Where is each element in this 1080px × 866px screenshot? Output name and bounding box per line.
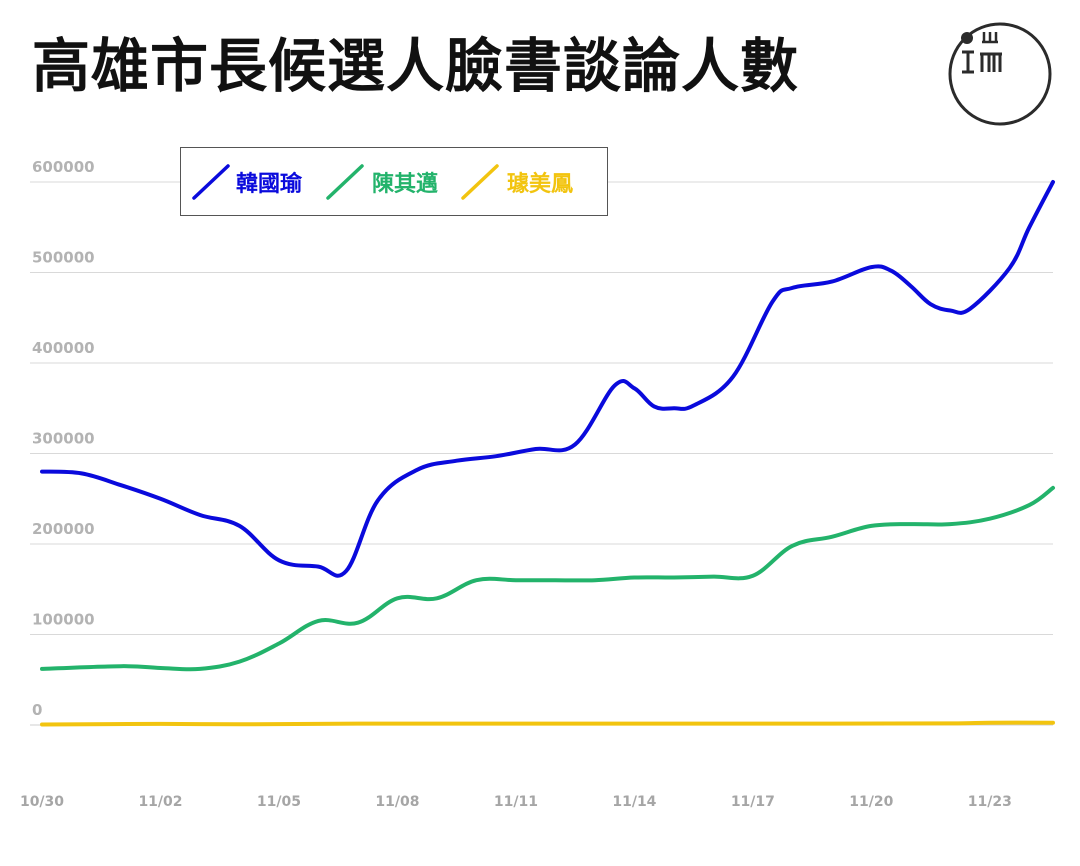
logo-icon bbox=[948, 22, 1052, 126]
grid-lines bbox=[30, 181, 1053, 726]
series-lines bbox=[40, 180, 1055, 727]
legend-swatch-2 bbox=[461, 164, 499, 200]
x-tick-label-11-05: 11/05 bbox=[257, 794, 301, 810]
series-line-2 bbox=[40, 720, 1055, 727]
legend-box bbox=[180, 147, 608, 216]
x-tick-label-11-23: 11/23 bbox=[968, 794, 1012, 810]
x-tick-label-11-20: 11/20 bbox=[849, 794, 893, 810]
chart-title: 高雄市長候選人臉書談論人數 bbox=[32, 32, 800, 100]
y-tick-label-0: 0 bbox=[32, 701, 42, 719]
legend-swatch-0 bbox=[192, 164, 230, 200]
y-tick-label-500000: 500000 bbox=[32, 249, 95, 267]
y-tick-label-100000: 100000 bbox=[32, 611, 95, 629]
y-tick-label-600000: 600000 bbox=[32, 158, 95, 176]
legend-label-1: 陳其邁 bbox=[372, 171, 438, 197]
legend-label-2: 璩美鳳 bbox=[507, 171, 573, 197]
x-tick-label-11-02: 11/02 bbox=[138, 794, 182, 810]
x-tick-label-11-11: 11/11 bbox=[494, 794, 538, 810]
y-tick-label-400000: 400000 bbox=[32, 339, 95, 357]
y-tick-label-300000: 300000 bbox=[32, 430, 95, 448]
legend-label-0: 韓國瑜 bbox=[236, 171, 303, 197]
x-tick-label-10-30: 10/30 bbox=[20, 794, 64, 810]
x-axis-ticks: 10/30 11/02 11/05 11/08 11/11 11/14 11/17 11/20… bbox=[20, 794, 1012, 810]
legend: 韓國瑜 陳其邁 璩美鳳 bbox=[180, 147, 608, 216]
y-tick-label-200000: 200000 bbox=[32, 520, 95, 538]
legend-swatch-1 bbox=[326, 164, 364, 200]
x-tick-label-11-08: 11/08 bbox=[375, 794, 419, 810]
x-tick-label-11-17: 11/17 bbox=[731, 794, 775, 810]
y-axis-ticks: 0 100000 200000 300000 400000 500000 600000 bbox=[32, 158, 95, 719]
series-line-0 bbox=[40, 180, 1055, 578]
x-tick-label-11-14: 11/14 bbox=[612, 794, 656, 810]
series-line-1 bbox=[40, 485, 1055, 672]
